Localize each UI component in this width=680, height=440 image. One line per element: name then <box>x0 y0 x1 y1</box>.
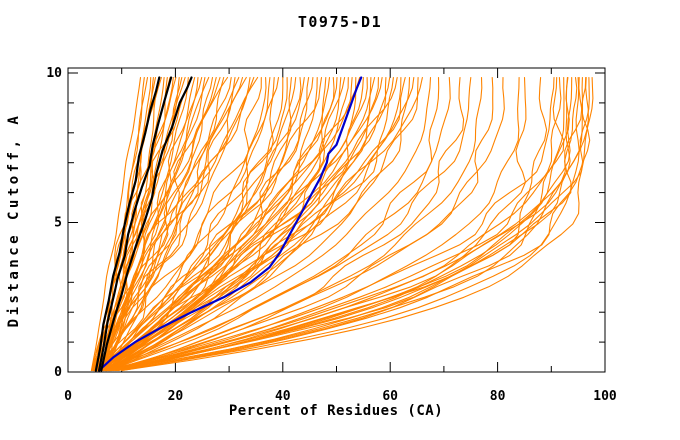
y-tick-label: 10 <box>46 66 62 81</box>
orange-model-curve <box>116 76 565 372</box>
orange-model-curve <box>96 76 259 372</box>
orange-model-curve <box>121 76 589 372</box>
orange-model-curve <box>109 76 440 372</box>
orange-model-curve <box>107 76 570 372</box>
orange-model-curve <box>92 76 229 372</box>
orange-model-curve <box>98 76 472 372</box>
x-tick-label: 80 <box>490 389 506 404</box>
orange-model-curve <box>106 76 402 372</box>
orange-model-curve <box>106 76 590 372</box>
orange-model-curve <box>102 76 247 372</box>
orange-model-curve <box>91 76 240 372</box>
black-model-curve <box>94 76 161 372</box>
blue-model-curve <box>97 76 363 372</box>
orange-model-curve <box>94 76 262 372</box>
orange-model-curve <box>105 76 217 372</box>
orange-model-curve <box>93 76 323 372</box>
x-tick-label: 60 <box>382 389 398 404</box>
orange-model-curve <box>117 76 505 372</box>
orange-model-curve <box>105 76 419 372</box>
orange-model-curve <box>97 76 236 372</box>
orange-model-curve <box>108 76 494 372</box>
orange-model-curve <box>94 76 305 372</box>
orange-model-curve <box>104 76 562 372</box>
orange-model-curve <box>93 76 280 372</box>
orange-model-curve <box>111 76 571 372</box>
orange-model-curve <box>104 76 232 372</box>
x-tick-label: 40 <box>275 389 291 404</box>
chart-title: T0975-D1 <box>297 13 383 31</box>
orange-model-curve <box>113 76 483 372</box>
orange-model-curve <box>93 76 361 372</box>
orange-model-curve <box>100 76 338 372</box>
orange-model-curve <box>105 76 527 372</box>
orange-model-curve <box>95 76 383 372</box>
black-model-curve <box>97 76 173 372</box>
orange-model-curve <box>102 76 310 372</box>
orange-model-curve <box>109 76 548 372</box>
x-tick-label: 0 <box>64 389 72 404</box>
orange-model-curve <box>112 76 565 372</box>
orange-model-curve <box>105 76 255 372</box>
x-axis-label: Percent of Residues (CA) <box>228 403 444 419</box>
x-tick-label: 20 <box>168 389 184 404</box>
orange-model-curve <box>102 76 578 372</box>
orange-model-curve <box>97 76 406 372</box>
orange-model-curve <box>121 76 591 372</box>
orange-model-curve <box>104 76 520 372</box>
orange-model-curve <box>99 76 353 372</box>
orange-model-curve <box>111 76 555 372</box>
orange-model-curve <box>102 76 267 372</box>
orange-model-curve <box>100 76 432 372</box>
orange-model-curve <box>90 76 142 372</box>
orange-model-curve <box>105 76 451 372</box>
y-tick-label: 5 <box>54 216 62 231</box>
orange-model-curve <box>101 76 415 372</box>
orange-model-curve <box>93 76 398 372</box>
orange-model-curve <box>110 76 584 372</box>
y-tick-label: 0 <box>54 365 62 380</box>
orange-model-curve <box>95 76 423 372</box>
orange-model-curve <box>100 76 160 372</box>
x-tick-label: 100 <box>593 389 617 404</box>
orange-model-curve <box>115 76 580 372</box>
orange-model-curve <box>98 76 244 372</box>
black-model-curve <box>100 76 193 372</box>
